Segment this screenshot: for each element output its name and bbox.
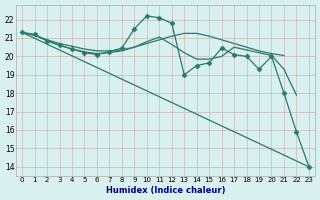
X-axis label: Humidex (Indice chaleur): Humidex (Indice chaleur) [106, 186, 225, 195]
